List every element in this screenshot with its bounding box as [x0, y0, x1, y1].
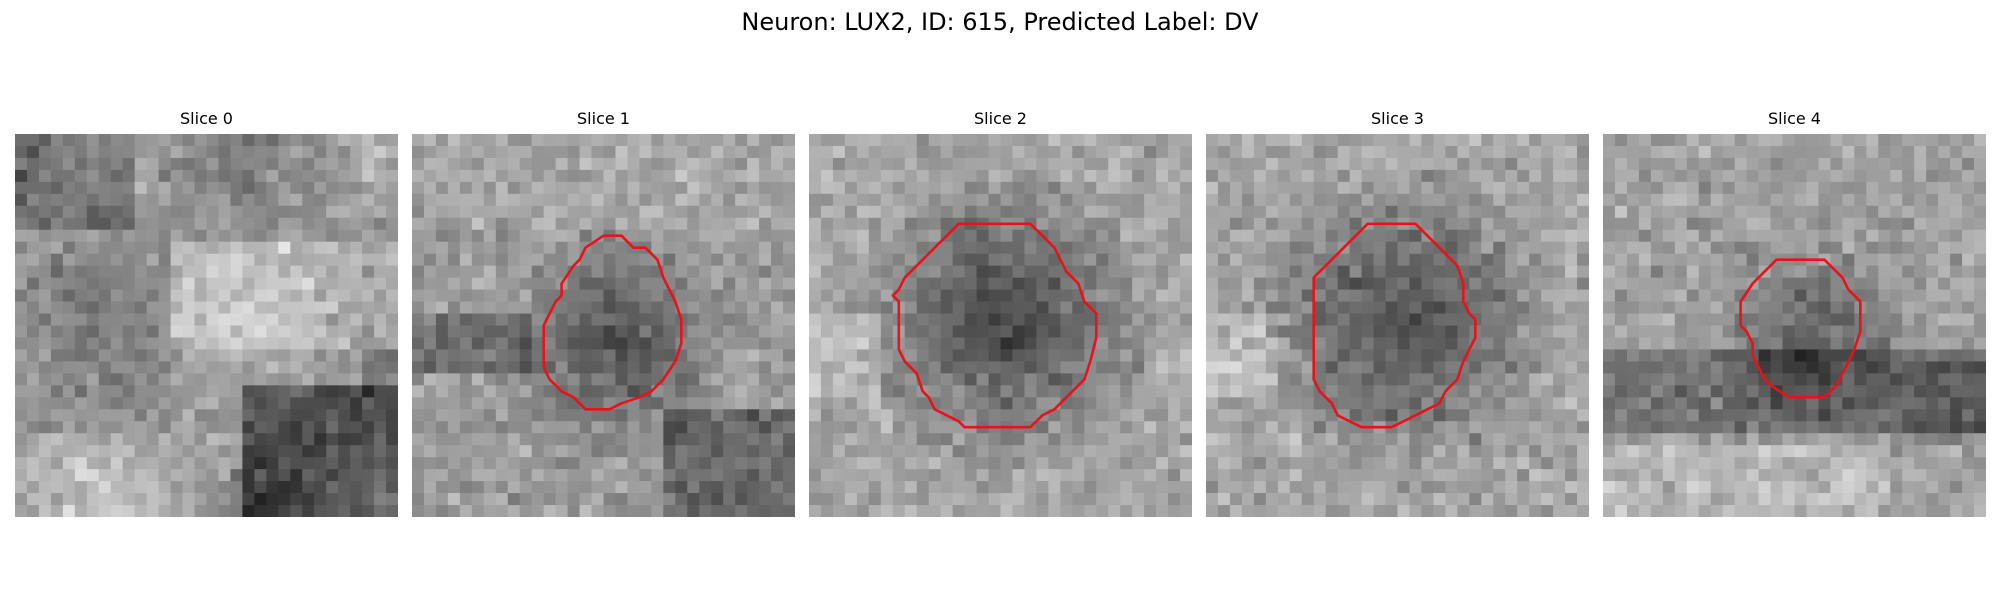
- panel-slice-2: Slice 2: [809, 108, 1192, 517]
- slice-image-2: [809, 134, 1192, 517]
- roi-contour: [1312, 222, 1477, 429]
- figure-title: Neuron: LUX2, ID: 615, Predicted Label: …: [741, 8, 1259, 36]
- roi-contour: [1739, 258, 1862, 399]
- slice-pixels-3: [1206, 134, 1589, 517]
- panel-title: Slice 4: [1768, 109, 1821, 128]
- roi-contour: [542, 234, 683, 411]
- panel-slice-4: Slice 4: [1603, 108, 1986, 517]
- panel-title: Slice 1: [577, 109, 630, 128]
- slice-pixels-4: [1603, 134, 1986, 517]
- panel-slice-3: Slice 3: [1206, 108, 1589, 517]
- panel-title: Slice 2: [974, 109, 1027, 128]
- panel-slice-0: Slice 0: [15, 108, 398, 517]
- panel-slice-1: Slice 1: [412, 108, 795, 517]
- slice-pixels-0: [15, 134, 398, 517]
- slice-pixels-2: [809, 134, 1192, 517]
- panel-title: Slice 0: [180, 109, 233, 128]
- slice-pixels-1: [412, 134, 795, 517]
- slice-image-1: [412, 134, 795, 517]
- slice-image-4: [1603, 134, 1986, 517]
- panel-title: Slice 3: [1371, 109, 1424, 128]
- slice-image-0: [15, 134, 398, 517]
- slice-image-3: [1206, 134, 1589, 517]
- roi-contour: [891, 222, 1098, 429]
